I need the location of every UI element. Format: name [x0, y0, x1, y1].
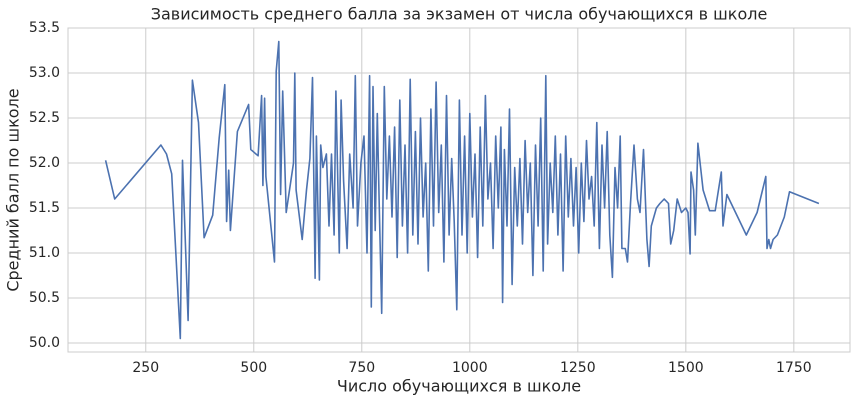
chart-title: Зависимость среднего балла за экзамен от… [151, 5, 768, 24]
y-tick-label: 50.0 [29, 335, 60, 351]
x-tick-label: 750 [348, 360, 375, 376]
y-tick-label: 51.5 [29, 200, 60, 216]
x-tick-label: 1500 [668, 360, 704, 376]
y-tick-label: 50.5 [29, 290, 60, 306]
x-tick-label: 1250 [560, 360, 596, 376]
data-line [104, 40, 820, 340]
x-tick-label: 500 [240, 360, 267, 376]
y-tick-label: 52.5 [29, 110, 60, 126]
y-axis-label: Средний балл по школе [4, 88, 23, 291]
y-tick-label: 52.0 [29, 155, 60, 171]
x-tick-label: 1750 [776, 360, 812, 376]
y-tick-label: 51.0 [29, 245, 60, 261]
x-axis-label: Число обучающихся в школе [337, 377, 581, 396]
y-tick-label: 53.0 [29, 65, 60, 81]
x-tick-label: 1000 [452, 360, 488, 376]
y-tick-label: 53.5 [29, 20, 60, 36]
x-tick-label: 250 [132, 360, 159, 376]
